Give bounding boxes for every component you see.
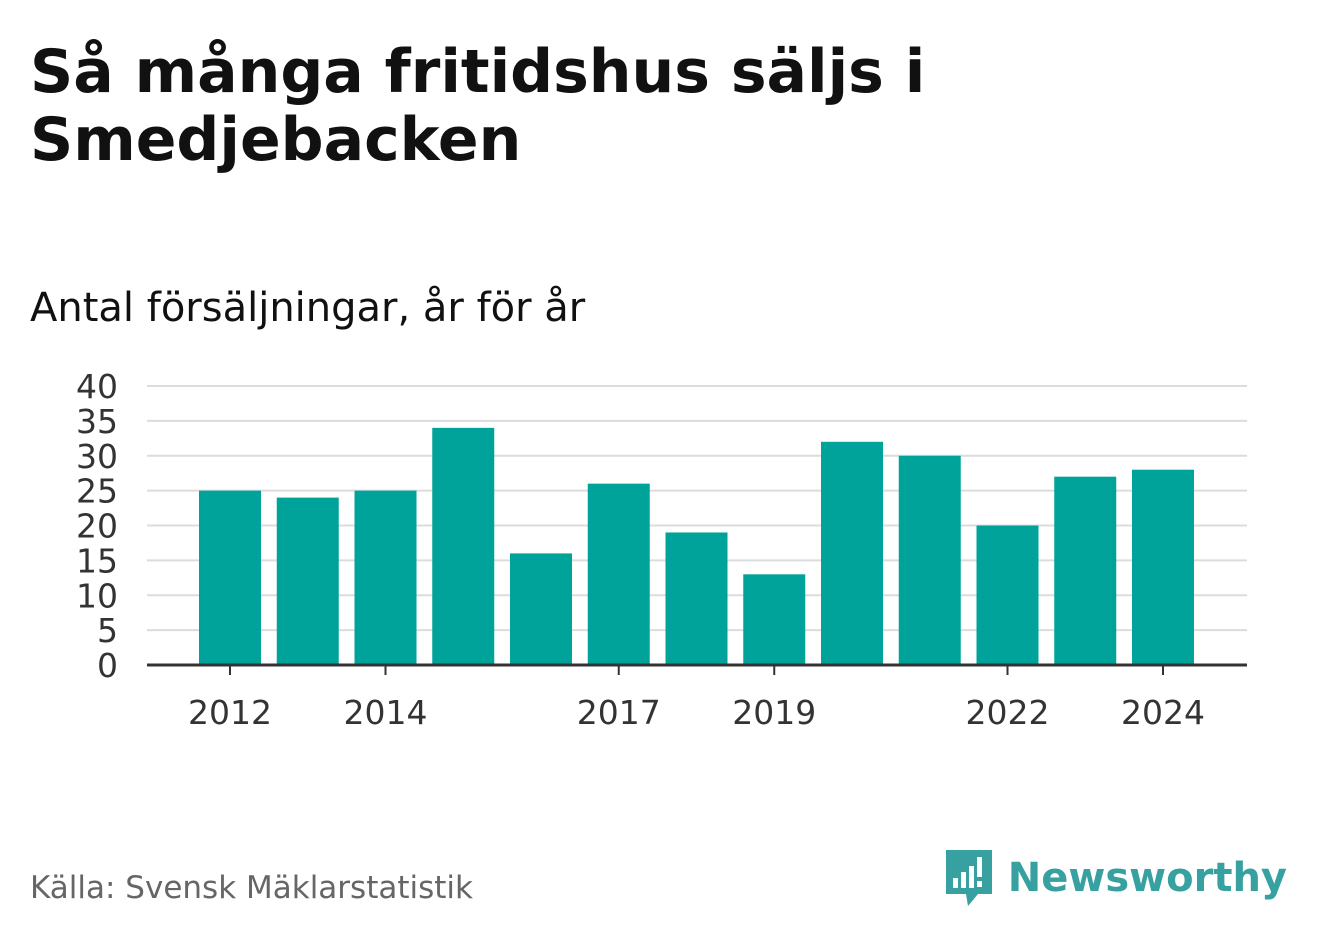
bar-chart-speech-bubble-icon bbox=[945, 850, 992, 906]
y-tick-label: 40 bbox=[76, 367, 118, 406]
brand: Newsworthy bbox=[944, 848, 1287, 908]
y-tick-label: 0 bbox=[97, 646, 118, 685]
y-tick-label: 10 bbox=[76, 576, 118, 615]
brand-name: Newsworthy bbox=[1007, 855, 1287, 901]
bar-2021 bbox=[898, 455, 961, 665]
y-tick-label: 35 bbox=[76, 402, 118, 441]
bar-2012 bbox=[199, 490, 261, 665]
y-tick-label: 20 bbox=[76, 507, 118, 546]
y-tick-label: 5 bbox=[97, 611, 118, 650]
bar-2017 bbox=[587, 483, 650, 665]
bar-2023 bbox=[1054, 476, 1117, 665]
bar-2022 bbox=[976, 525, 1039, 665]
chart-title: Så många fritidshus säljs i Smedjebacken bbox=[30, 37, 926, 175]
source-note: Källa: Svensk Mäklarstatistik bbox=[30, 870, 473, 906]
bar-2019 bbox=[743, 574, 806, 665]
bar-2014 bbox=[354, 490, 417, 665]
bar-2016 bbox=[510, 553, 572, 665]
bar-2024 bbox=[1132, 469, 1194, 665]
x-tick-label: 2019 bbox=[732, 693, 816, 732]
y-tick-label: 30 bbox=[76, 437, 118, 476]
x-tick-label: 2017 bbox=[577, 693, 661, 732]
x-tick-label: 2024 bbox=[1121, 693, 1205, 732]
bar-2018 bbox=[665, 532, 728, 665]
bar-2020 bbox=[821, 441, 883, 665]
bar-2013 bbox=[276, 497, 339, 665]
y-tick-label: 25 bbox=[76, 472, 118, 511]
chart-subtitle: Antal försäljningar, år för år bbox=[30, 285, 586, 331]
x-tick-label: 2014 bbox=[344, 693, 428, 732]
x-tick-label: 2022 bbox=[966, 693, 1050, 732]
x-axis-ticks: 2012 2014 2017 2019 2022 2024 bbox=[188, 665, 1205, 732]
bar-2015 bbox=[432, 427, 495, 665]
y-tick-label: 15 bbox=[76, 541, 118, 580]
x-tick-label: 2012 bbox=[188, 693, 272, 732]
bars bbox=[199, 427, 1194, 665]
